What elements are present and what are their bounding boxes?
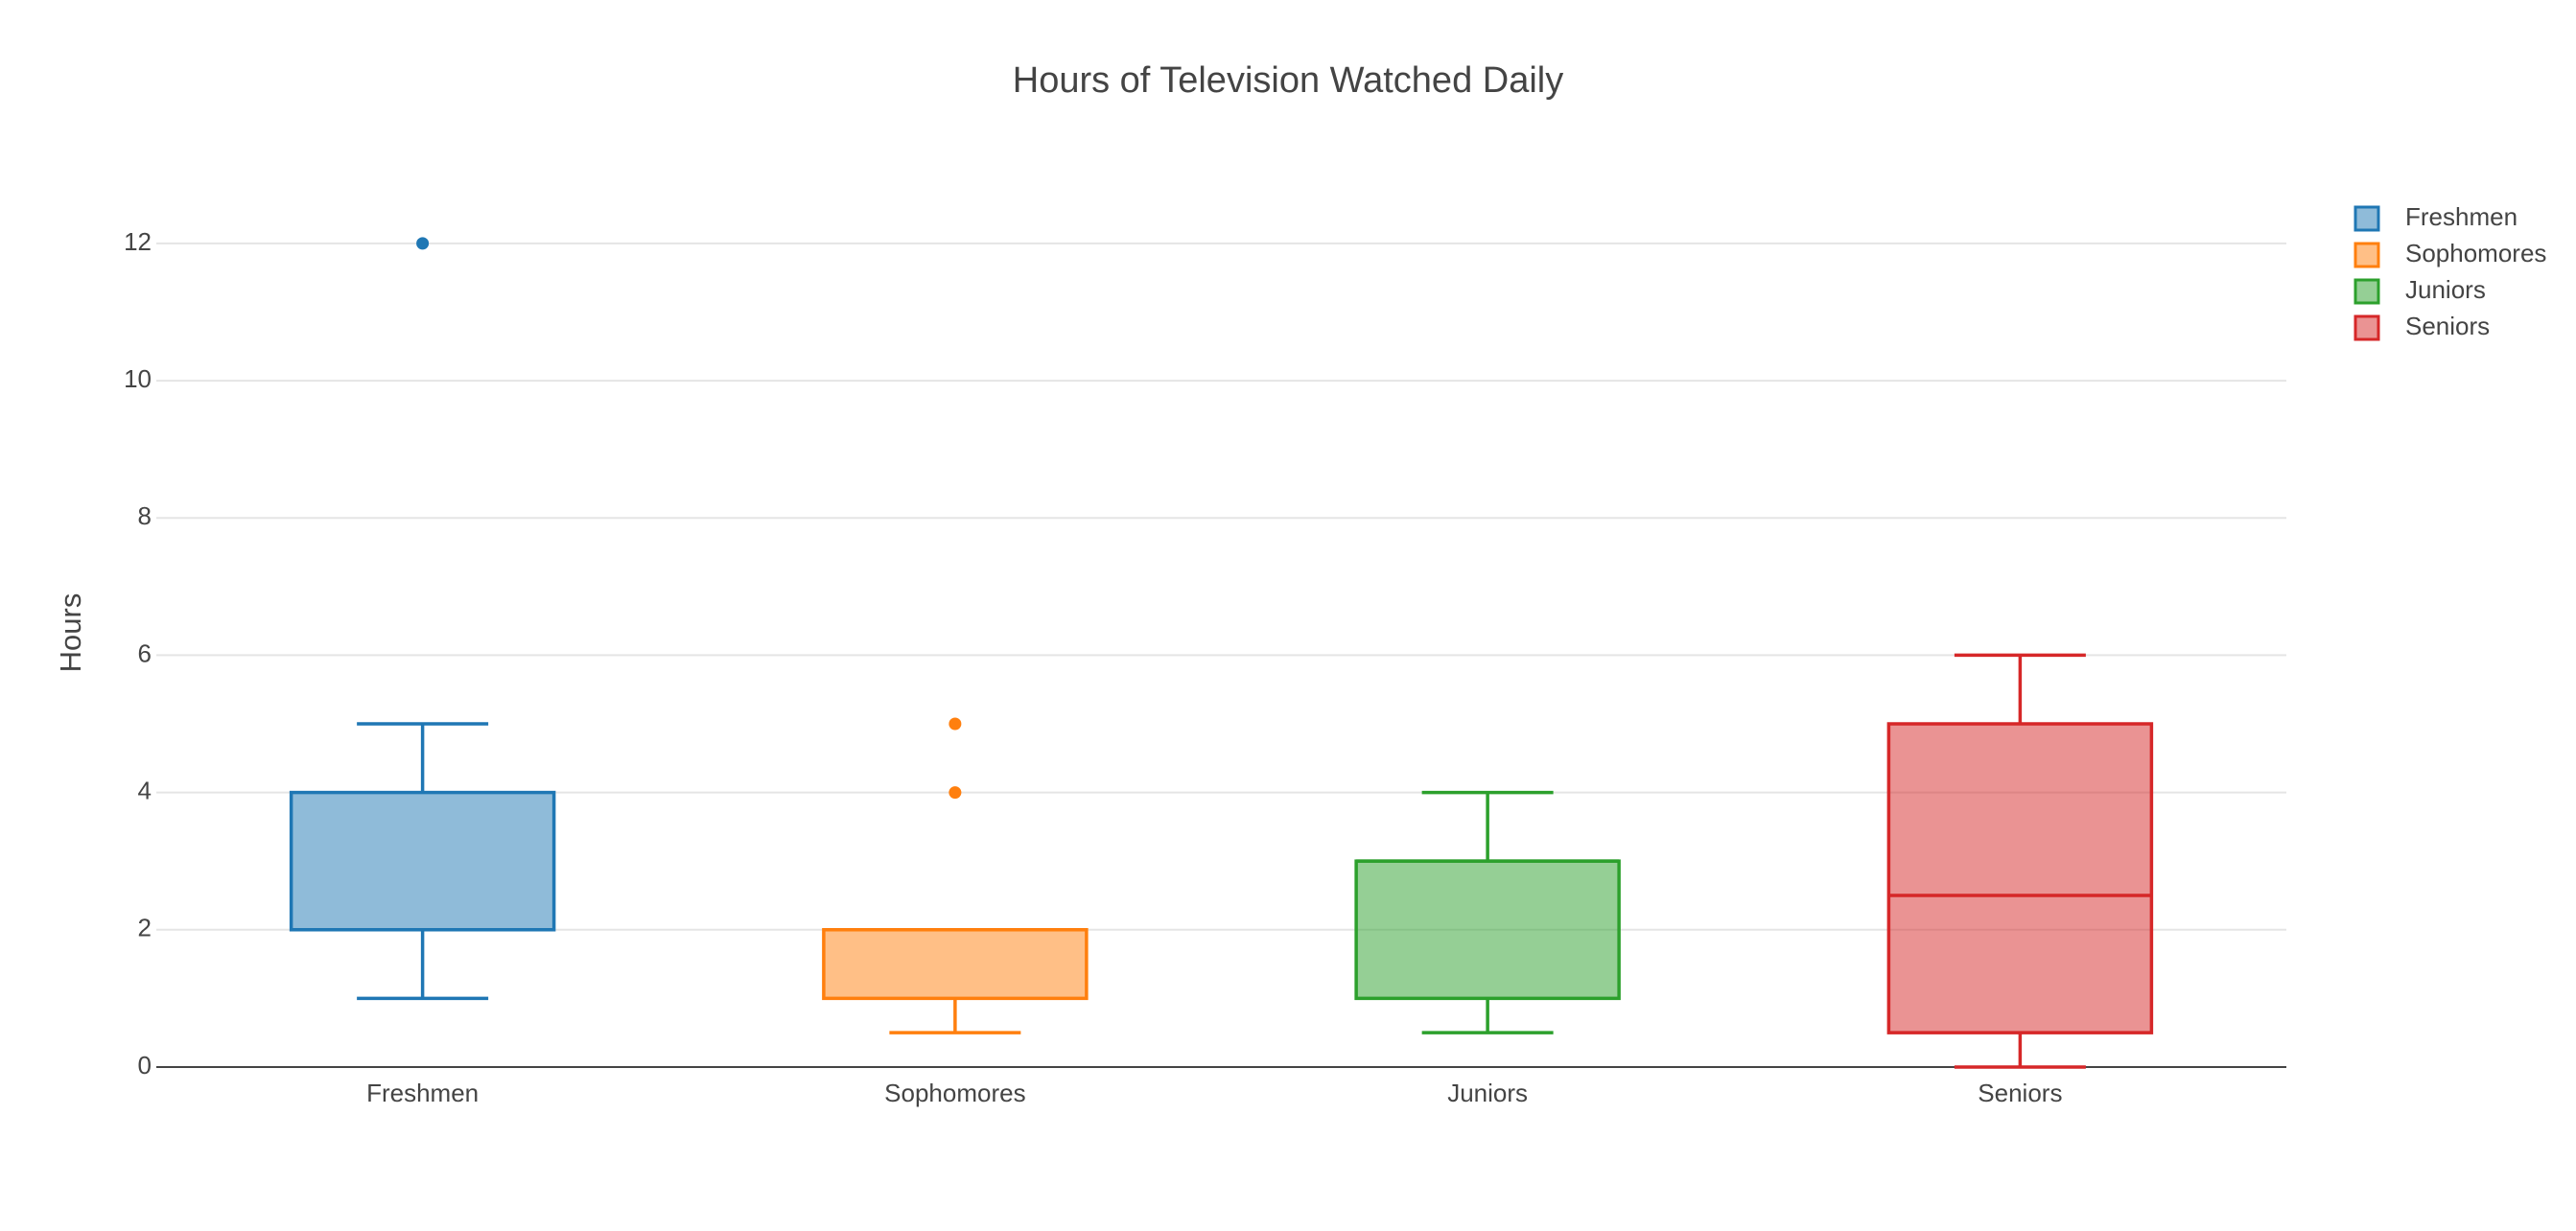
box (1354, 859, 1621, 1001)
legend-swatch[interactable] (2354, 242, 2380, 268)
y-tick-label: 12 (124, 227, 152, 256)
x-tick-label: Sophomores (884, 1079, 1025, 1107)
x-tick-label: Seniors (1978, 1079, 2062, 1107)
y-tick-label: 10 (124, 364, 152, 393)
box (289, 790, 556, 932)
outlier (948, 717, 962, 731)
legend-label[interactable]: Juniors (2405, 275, 2486, 304)
legend-label[interactable]: Freshmen (2405, 202, 2517, 231)
legend-swatch[interactable] (2354, 314, 2380, 341)
legend-swatch[interactable] (2354, 205, 2380, 232)
legend-swatch[interactable] (2354, 278, 2380, 305)
chart-title: Hours of Television Watched Daily (1013, 60, 1563, 101)
outlier (416, 237, 430, 250)
x-tick-label: Juniors (1447, 1079, 1528, 1107)
box (822, 928, 1089, 1001)
y-axis-label: Hours (54, 593, 87, 673)
legend-label[interactable]: Sophomores (2405, 239, 2546, 267)
y-tick-label: 6 (138, 639, 152, 667)
x-tick-label: Freshmen (366, 1079, 479, 1107)
legend-label[interactable]: Seniors (2405, 312, 2490, 340)
y-tick-label: 8 (138, 501, 152, 530)
box (1886, 722, 2154, 1034)
y-tick-label: 4 (138, 776, 152, 804)
y-tick-label: 0 (138, 1051, 152, 1080)
outlier (948, 786, 962, 800)
y-tick-label: 2 (138, 914, 152, 942)
